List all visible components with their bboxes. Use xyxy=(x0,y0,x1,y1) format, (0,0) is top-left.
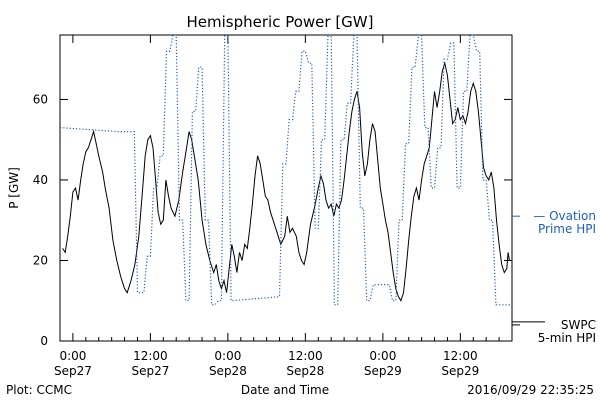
plot-frame xyxy=(59,34,513,342)
x-tick-date: Sep29 xyxy=(364,364,402,378)
series-layer xyxy=(59,34,512,306)
x-tick-time: 0:00 xyxy=(369,349,396,363)
y-tick-label: 60 xyxy=(33,92,48,106)
y-tick-label: 0 xyxy=(40,334,48,348)
legend-label: SWPC xyxy=(561,318,596,332)
plot-credit: Plot: CCMC xyxy=(6,383,72,397)
legend-label: Prime HPI xyxy=(538,222,596,236)
x-tick-date: Sep29 xyxy=(441,364,479,378)
y-tick-label: 40 xyxy=(33,173,48,187)
x-tick-time: 12:00 xyxy=(288,349,323,363)
chart-title: Hemispheric Power [GW] xyxy=(187,13,374,31)
series-line-ovation xyxy=(59,34,512,306)
x-axis-ticks: 0:00Sep2712:00Sep270:00Sep2812:00Sep280:… xyxy=(54,35,500,378)
x-axis-label: Date and Time xyxy=(241,383,329,397)
x-tick-time: 12:00 xyxy=(443,349,478,363)
x-tick-time: 0:00 xyxy=(214,349,241,363)
series-line-swpc xyxy=(62,61,510,302)
legend-label: 5-min HPI xyxy=(538,331,596,345)
x-tick-time: 12:00 xyxy=(133,349,168,363)
y-axis-label: P [GW] xyxy=(7,167,21,209)
x-tick-date: Sep28 xyxy=(286,364,324,378)
x-tick-date: Sep27 xyxy=(131,364,169,378)
y-axis-ticks: 0 20 40 60 xyxy=(33,92,512,348)
x-tick-date: Sep28 xyxy=(209,364,247,378)
x-tick-date: Sep27 xyxy=(54,364,92,378)
x-tick-time: 0:00 xyxy=(59,349,86,363)
plot-timestamp: 2016/09/29 22:35:25 xyxy=(467,383,594,397)
legend-label: — Ovation xyxy=(533,209,596,223)
y-tick-label: 20 xyxy=(33,253,48,267)
